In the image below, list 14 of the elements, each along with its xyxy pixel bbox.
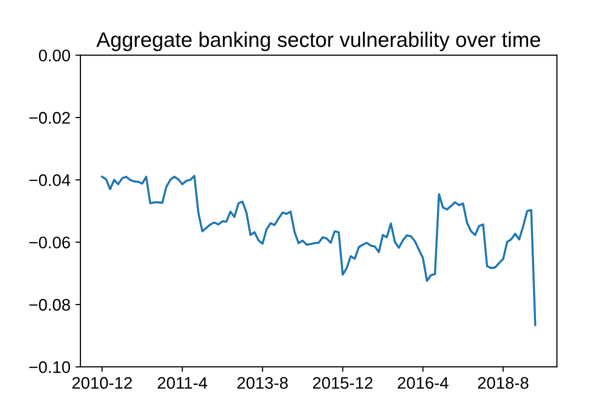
x-tick-label: 2010-12 <box>72 377 132 389</box>
line-series <box>101 174 536 326</box>
x-tick-label: 2011-4 <box>158 377 208 389</box>
y-tick-label: −0.06 <box>29 236 70 248</box>
x-tick-label: 2013-8 <box>237 377 288 389</box>
y-tick-label: −0.08 <box>29 298 70 311</box>
x-tick-label: 2015-12 <box>312 377 372 389</box>
y-tick-label: 0.00 <box>38 50 70 62</box>
y-tick-label: −0.02 <box>29 112 70 124</box>
chart-title: Aggregate banking sector vulnerability over time <box>96 32 540 52</box>
y-tick-label: −0.10 <box>29 361 70 374</box>
y-tick-label: −0.04 <box>29 174 70 186</box>
x-tick-label: 2016-4 <box>398 377 448 389</box>
x-tick-label: 2018-8 <box>478 377 528 389</box>
